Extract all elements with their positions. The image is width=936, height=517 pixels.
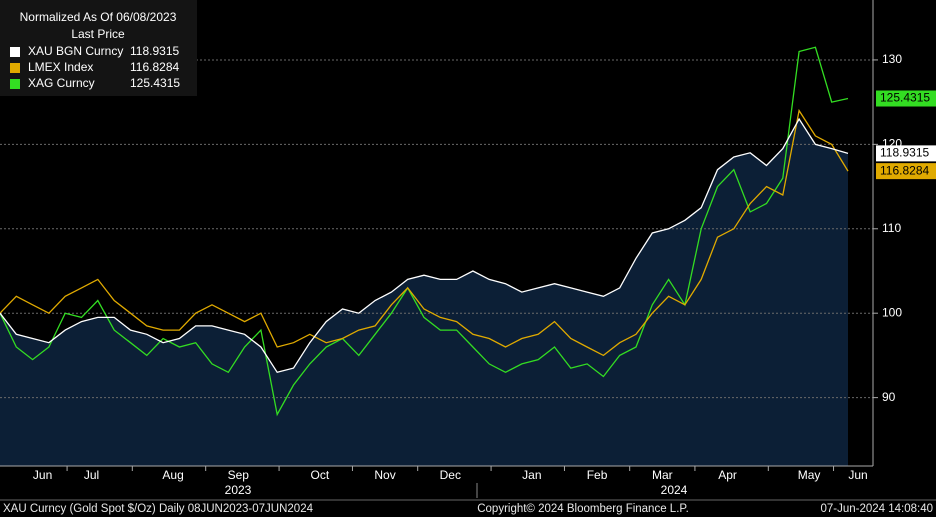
legend-box (0, 0, 197, 96)
year-label: 2024 (661, 483, 688, 497)
x-tick-label: May (798, 468, 821, 482)
x-tick-label: Jan (522, 468, 541, 482)
legend: Normalized As Of 06/08/2023 Last Price X… (0, 0, 197, 96)
y-tick-label: 130 (882, 52, 902, 66)
x-tick-label: Oct (311, 468, 330, 482)
x-tick-label: Mar (652, 468, 673, 482)
last-value-label: 125.4315 (880, 91, 930, 105)
x-tick-label: Aug (162, 468, 183, 482)
legend-label: LMEX Index (28, 60, 93, 74)
legend-label: XAU BGN Curncy (28, 44, 123, 58)
footer-center: Copyright© 2024 Bloomberg Finance L.P. (477, 503, 689, 515)
x-tick-label: Apr (718, 468, 737, 482)
legend-value: 116.8284 (130, 60, 179, 74)
x-tick-label: Nov (374, 468, 395, 482)
y-tick-label: 110 (882, 221, 901, 235)
last-value-tag (876, 145, 936, 162)
legend-value: 125.4315 (130, 76, 180, 90)
legend-value: 118.9315 (130, 44, 179, 58)
x-tick-label: Jun (33, 468, 52, 482)
year-label: 2023 (225, 483, 252, 497)
last-value-label: 116.8284 (880, 163, 929, 177)
y-tick-label: 90 (882, 390, 896, 404)
x-tick-label: Feb (587, 468, 608, 482)
series-line (0, 108, 849, 357)
last-value-tag (876, 90, 936, 107)
x-tick-label: Jun (848, 468, 867, 482)
x-tick-label: Jul (84, 468, 99, 482)
legend-subtitle: Last Price (71, 27, 125, 41)
plot-area (0, 46, 873, 466)
footer-right: 07-Jun-2024 14:08:40 (820, 503, 933, 515)
y-tick-label: 100 (882, 305, 902, 319)
area (0, 119, 848, 466)
legend-swatch (10, 63, 20, 73)
legend-label: XAG Curncy (28, 76, 95, 90)
series-line (0, 117, 849, 374)
legend-swatch (10, 47, 20, 57)
last-value-label: 118.9315 (880, 146, 929, 160)
last-value-tag (876, 163, 936, 180)
footer-left: XAU Curncy (Gold Spot $/Oz) Daily 08JUN2… (3, 503, 314, 515)
x-tick-label: Dec (440, 468, 461, 482)
series-line (0, 46, 849, 417)
legend-title: Normalized As Of 06/08/2023 (20, 10, 177, 24)
legend-swatch (10, 79, 20, 89)
x-tick-label: Sep (228, 468, 250, 482)
